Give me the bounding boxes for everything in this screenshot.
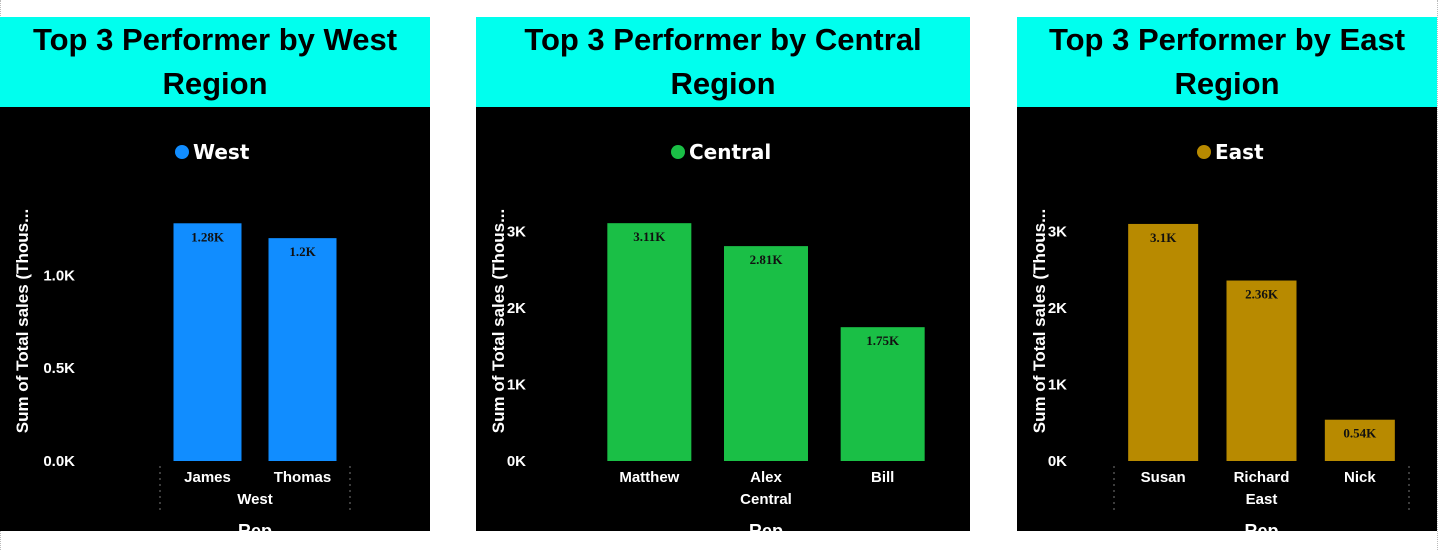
chart-panel-central: Top 3 Performer by Central Region Centra…: [476, 17, 970, 531]
data-label-bill: 1.75K: [866, 333, 900, 348]
x-category-alex: Alex: [750, 469, 782, 486]
y-axis-label-west: Sum of Total sales (Thous...: [13, 209, 32, 434]
legend-marker-central: [671, 145, 685, 159]
chart-title-east: Top 3 Performer by East Region: [1017, 17, 1437, 107]
bar-alex[interactable]: [724, 246, 808, 461]
bar-chart-east: East Sum of Total sales (Thous... 0K 1K 2K 3K…: [1030, 140, 1410, 531]
x-category-bill: Bill: [871, 469, 894, 486]
data-label-nick: 0.54K: [1343, 426, 1377, 441]
legend-central: Central: [671, 140, 771, 164]
y-axis-label-east: Sum of Total sales (Thous...: [1030, 209, 1049, 434]
bar-chart-west: West Sum of Total sales (Thous... 0.0K 0.5K…: [13, 140, 351, 531]
bar-bill[interactable]: [840, 327, 925, 461]
x-group-label-west: West: [237, 491, 273, 508]
y-tick-label: 0K: [507, 453, 526, 470]
data-label-alex: 2.81K: [750, 252, 784, 267]
bar-thomas[interactable]: [268, 238, 337, 461]
x-group-label-central: Central: [740, 491, 792, 508]
x-group-label-east: East: [1246, 491, 1278, 508]
x-category-susan: Susan: [1141, 469, 1186, 486]
y-tick-label: 0.5K: [43, 360, 75, 377]
data-label-matthew: 3.11K: [633, 229, 666, 244]
legend-marker-east: [1197, 145, 1211, 159]
legend-label-central: Central: [689, 140, 771, 164]
right-page-border: [1437, 0, 1440, 550]
chart-panel-west: Top 3 Performer by West Region West Sum o…: [0, 17, 430, 531]
bar-matthew[interactable]: [607, 223, 692, 461]
legend-marker-west: [175, 145, 189, 159]
bar-richard[interactable]: [1226, 280, 1297, 461]
y-tick-label: 0.0K: [43, 453, 75, 470]
chart-title-west: Top 3 Performer by West Region: [0, 17, 430, 107]
data-label-thomas: 1.2K: [289, 244, 316, 259]
y-axis-label-central: Sum of Total sales (Thous...: [489, 209, 508, 434]
x-category-thomas: Thomas: [274, 469, 332, 486]
y-tick-label: 2K: [1048, 300, 1067, 317]
chart-panel-east: Top 3 Performer by East Region East Sum o…: [1017, 17, 1437, 531]
y-tick-label: 1.0K: [43, 267, 75, 284]
legend-west: West: [175, 140, 250, 164]
y-tick-label: 3K: [507, 224, 526, 241]
chart-title-central: Top 3 Performer by Central Region: [476, 17, 970, 107]
bar-james[interactable]: [173, 223, 242, 461]
x-axis-label-east: Rep: [1244, 521, 1278, 531]
data-label-susan: 3.1K: [1150, 230, 1177, 245]
y-tick-label: 2K: [507, 300, 526, 317]
bar-nick[interactable]: [1324, 419, 1395, 461]
y-tick-label: 3K: [1048, 224, 1067, 241]
x-axis-label-west: Rep: [238, 521, 272, 531]
y-tick-label: 0K: [1048, 453, 1067, 470]
x-category-matthew: Matthew: [619, 469, 679, 486]
data-label-richard: 2.36K: [1245, 287, 1279, 302]
y-tick-label: 1K: [507, 377, 526, 394]
bar-susan[interactable]: [1128, 223, 1199, 461]
y-tick-label: 1K: [1048, 377, 1067, 394]
legend-east: East: [1197, 140, 1264, 164]
legend-label-west: West: [193, 140, 250, 164]
x-category-nick: Nick: [1344, 469, 1376, 486]
x-category-richard: Richard: [1234, 469, 1290, 486]
data-label-james: 1.28K: [191, 229, 225, 244]
legend-label-east: East: [1215, 140, 1264, 164]
x-axis-label-central: Rep: [749, 521, 783, 531]
bar-chart-central: Central Sum of Total sales (Thous... 0K 1K 2…: [489, 140, 925, 531]
x-category-james: James: [184, 469, 231, 486]
